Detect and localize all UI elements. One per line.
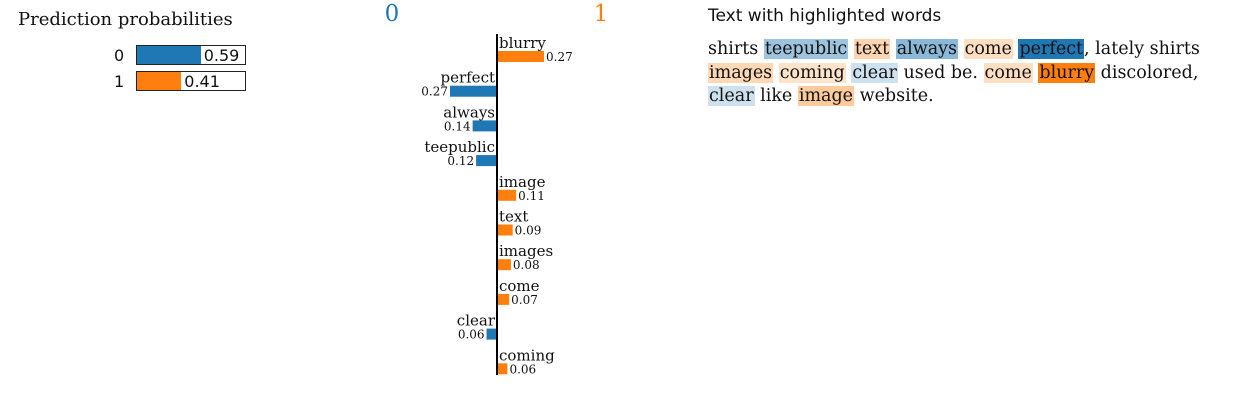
label-clear: clear	[457, 312, 496, 330]
plain-text	[758, 39, 764, 59]
plain-text	[848, 39, 854, 59]
highlighted-word: clear	[708, 86, 755, 106]
label-always: always	[443, 103, 495, 121]
feature-contribution-chart: 0 1 blurry 0.27 perfect 0.27 always 0.14 teepubl…	[360, 0, 680, 401]
highlighted-word: images	[708, 62, 774, 83]
label-image: image	[499, 173, 546, 191]
contribution-chart-svg: 0 1blurry0.27perfect0.27always0.14teepubl…	[385, 1, 609, 376]
probability-row-1: 1 0.41	[0, 71, 270, 93]
value-clear: 0.06	[458, 328, 485, 342]
plain-text	[958, 39, 964, 59]
highlighted-word: text	[853, 39, 891, 59]
highlighted-word: perfect	[1018, 39, 1085, 59]
plain-text: like	[754, 86, 798, 106]
probability-row-0: 0 0.59	[0, 45, 270, 67]
label-perfect: perfect	[440, 69, 495, 87]
highlighted-word: always	[895, 39, 958, 59]
value-perfect: 0.27	[421, 85, 448, 99]
plain-text	[773, 63, 779, 83]
highlighted-word: clear	[851, 62, 898, 83]
highlighted-word: coming	[778, 62, 846, 83]
text-line: shirts teepublic text always come perfec…	[708, 38, 1248, 62]
label-text: text	[499, 208, 528, 226]
bar-images	[497, 259, 511, 271]
plain-text	[890, 39, 896, 59]
highlighted-word: blurry	[1038, 62, 1096, 83]
value-blurry: 0.27	[546, 50, 573, 64]
value-text: 0.09	[515, 224, 542, 238]
highlighted-word: come	[963, 39, 1013, 59]
value-images: 0.08	[513, 258, 540, 272]
value-always: 0.14	[444, 119, 471, 133]
probability-bar-box	[136, 45, 246, 65]
highlighted-word: teepublic	[763, 39, 849, 59]
value-coming: 0.06	[509, 362, 536, 376]
probability-bar-fill	[137, 72, 182, 90]
bar-clear	[486, 328, 497, 340]
bar-image	[497, 189, 517, 201]
class-0-header: 0	[385, 1, 400, 27]
probability-bar-fill	[137, 46, 201, 64]
bar-always	[472, 120, 497, 132]
bar-blurry	[497, 51, 544, 62]
probability-class-label: 0	[114, 46, 125, 65]
plain-text: used be.	[897, 62, 984, 83]
bar-teepublic	[476, 155, 497, 167]
text-line: images coming clear used be. come blurry…	[708, 62, 1248, 86]
probability-value: 0.41	[184, 72, 220, 91]
plain-text: , lately shirts	[1084, 39, 1200, 59]
highlighted-text-body: shirts teepublic text always come perfec…	[708, 38, 1248, 109]
probability-value: 0.59	[203, 46, 240, 65]
bar-text	[497, 224, 513, 236]
label-coming: coming	[499, 346, 555, 364]
value-teepublic: 0.12	[447, 154, 474, 168]
highlighted-word: come	[983, 62, 1033, 83]
text-line: clear like image website.	[708, 85, 1248, 109]
value-image: 0.11	[518, 189, 545, 203]
bar-coming	[497, 363, 508, 375]
plain-text: discolored,	[1095, 62, 1199, 83]
label-come: come	[499, 277, 540, 295]
label-teepublic: teepublic	[424, 138, 495, 156]
highlighted-text-title: Text with highlighted words	[708, 6, 942, 26]
bar-come	[497, 293, 510, 305]
bar-perfect	[450, 85, 497, 97]
class-1-header: 1	[594, 1, 609, 27]
plain-text: shirts	[708, 39, 759, 59]
probability-class-label: 1	[114, 72, 125, 91]
label-images: images	[499, 242, 553, 260]
value-come: 0.07	[511, 293, 538, 307]
highlighted-word: image	[797, 86, 855, 106]
probability-bar-box	[136, 71, 246, 91]
plain-text: website.	[854, 86, 934, 106]
highlighted-text-panel: Text with highlighted words shirts teepu…	[706, 0, 1246, 200]
probabilities-title: Prediction probabilities	[18, 9, 233, 30]
prediction-probabilities-panel: Prediction probabilities 0 0.59 1 0.41	[0, 0, 270, 120]
label-blurry: blurry	[499, 34, 546, 52]
